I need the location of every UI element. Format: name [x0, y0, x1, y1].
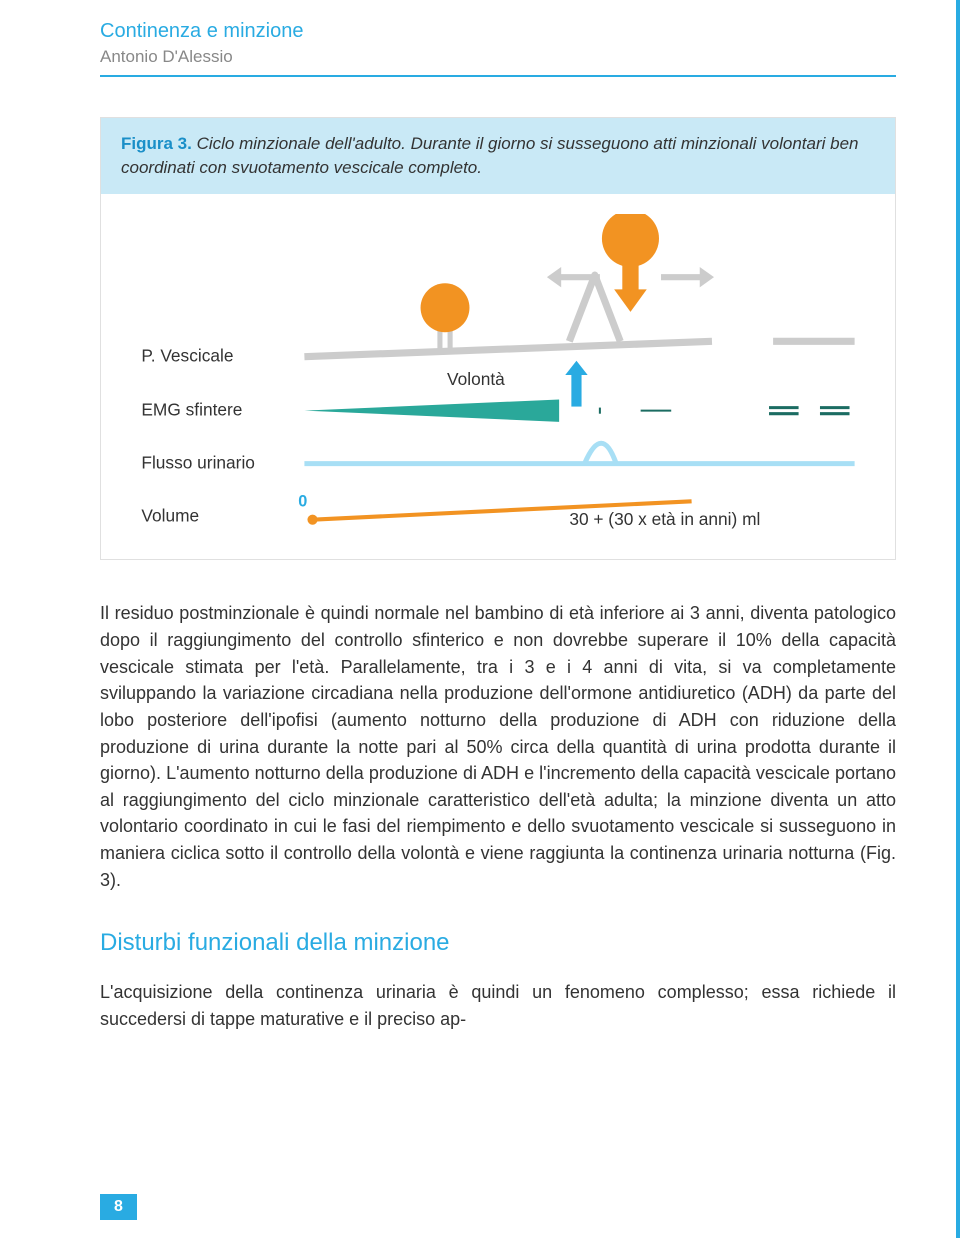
figure-caption-text: Ciclo minzionale dell'adulto. Durante il…: [121, 134, 858, 177]
section-heading: Disturbi funzionali della minzione: [100, 929, 896, 957]
emg-wedge: [304, 399, 559, 421]
figure-label: Figura 3.: [121, 134, 192, 153]
gray-arrow-right-head: [700, 267, 714, 287]
page-container: Continenza e minzione Antonio D'Alessio …: [0, 0, 960, 1238]
label-volume-formula: 30 + (30 x età in anni) ml: [569, 508, 760, 528]
blue-arrow-head: [565, 360, 587, 374]
figure-box: Figura 3. Ciclo minzionale dell'adulto. …: [100, 117, 896, 560]
label-emg: EMG sfintere: [141, 399, 242, 419]
pvescicale-peak: [569, 275, 620, 341]
header-rule: [100, 75, 896, 77]
label-volonta: Volontà: [447, 369, 505, 389]
pvescicale-baseline: [304, 341, 712, 356]
label-volume: Volume: [141, 505, 199, 525]
small-orange-circle: [421, 283, 470, 332]
label-zero: 0: [298, 492, 307, 510]
big-orange-circle: [602, 214, 659, 267]
body-paragraph-2: L'acquisizione della continenza urinaria…: [100, 979, 896, 1032]
flusso-peak: [585, 443, 617, 463]
label-flusso: Flusso urinario: [141, 452, 255, 472]
label-pvescicale: P. Vescicale: [141, 345, 233, 365]
page-number: 8: [100, 1194, 137, 1220]
orange-arrow-shaft: [622, 263, 638, 292]
gray-arrow-left-head: [547, 267, 561, 287]
figure-body: P. Vescicale Volontà EMG sfintere Flus: [101, 194, 895, 560]
header-title: Continenza e minzione: [100, 20, 896, 43]
orange-arrow-head: [614, 289, 647, 311]
body-paragraph-1: Il residuo postminzionale è quindi norma…: [100, 600, 896, 893]
header-author: Antonio D'Alessio: [100, 47, 896, 67]
figure-diagram: P. Vescicale Volontà EMG sfintere Flus: [121, 214, 875, 530]
blue-arrow-shaft: [571, 372, 581, 407]
figure-caption: Figura 3. Ciclo minzionale dell'adulto. …: [101, 118, 895, 194]
